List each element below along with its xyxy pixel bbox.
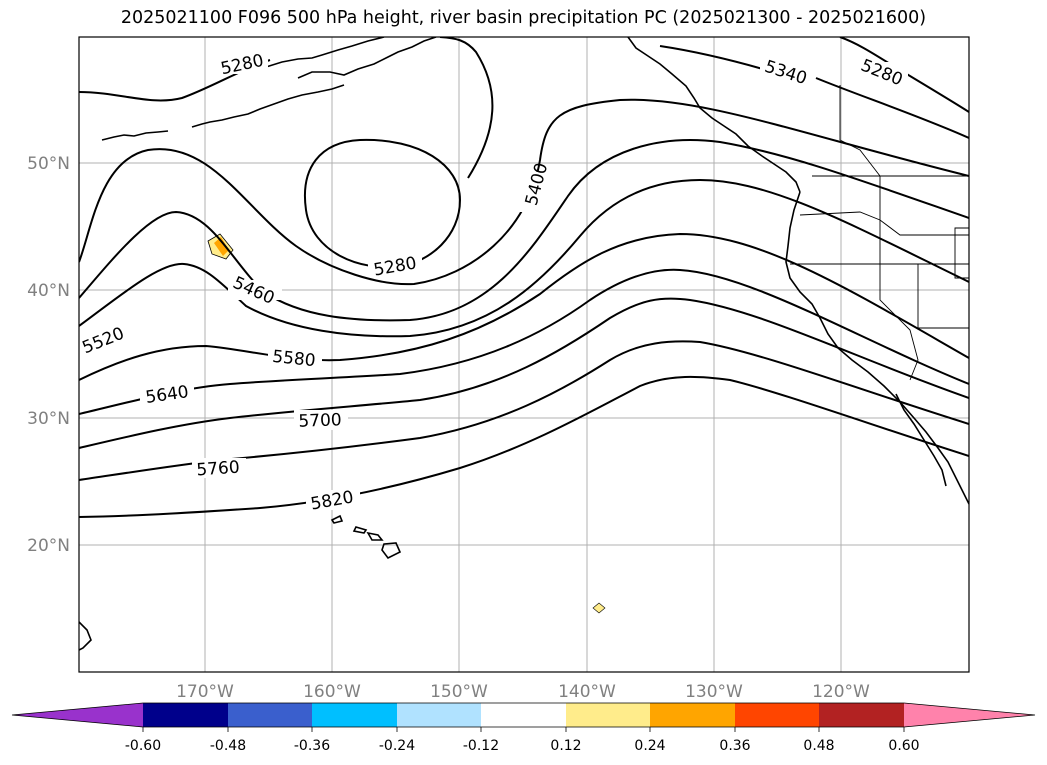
contour-5700 — [79, 297, 969, 449]
contour-5340-east — [815, 77, 969, 139]
colorbar-tick-label: -0.48 — [210, 738, 246, 754]
nevada-border — [917, 264, 969, 329]
lon-label-130w: 130°W — [685, 682, 743, 702]
contour-label-5760: 5760 — [196, 458, 241, 481]
contour-5520 — [79, 178, 969, 338]
utah-box-border — [954, 227, 969, 279]
colorbar-under-arrow — [12, 703, 143, 727]
contour-5280-low — [304, 138, 462, 268]
colorbar-over-arrow — [904, 703, 1035, 727]
california-nevada-border — [879, 264, 919, 381]
contour-5400 — [79, 98, 969, 286]
colorbar-bin-7 — [650, 703, 735, 727]
hawaii-maui — [366, 531, 384, 541]
hawaii-oahu — [352, 526, 368, 534]
contour-label-5520: 5520 — [80, 324, 128, 359]
canada-coast — [627, 37, 801, 193]
colorbar-bin-4 — [397, 703, 481, 727]
lon-label-150w: 150°W — [430, 682, 488, 702]
colorbar-bin-1 — [143, 703, 228, 727]
bc-alberta-border — [839, 85, 881, 177]
lon-label-160w: 160°W — [303, 682, 361, 702]
alaska-peninsula-coast — [297, 37, 437, 79]
contour-label-5580: 5580 — [271, 347, 316, 371]
hawaii-kauai — [330, 514, 344, 524]
washington-oregon-border — [799, 211, 969, 236]
contour-label-5700: 5700 — [298, 410, 342, 431]
colorbar-bin-5 — [481, 703, 566, 727]
lon-label-140w: 140°W — [558, 682, 616, 702]
colorbar-ticks — [142, 727, 905, 732]
contour-label-5280-east: 5280 — [858, 56, 906, 91]
aleutian-islands-east — [191, 84, 345, 128]
colorbar-tick-label: 0.12 — [550, 738, 581, 754]
colorbar-tick-label: 0.24 — [634, 738, 665, 754]
colorbar-bin-2 — [228, 703, 312, 727]
hawaii-big-island — [381, 542, 402, 560]
colorbar-tick-label: -0.36 — [294, 738, 330, 754]
us-west-coast — [785, 191, 969, 505]
colorbar-tick-label: -0.60 — [125, 738, 161, 754]
colorbar-bin-9 — [819, 703, 904, 727]
lat-label-50n: 50°N — [27, 154, 70, 174]
coastlines — [79, 37, 969, 651]
lat-label-20n: 20°N — [27, 536, 70, 556]
contour-label-5340: 5340 — [762, 57, 809, 89]
precip-shade-small — [592, 602, 606, 614]
colorbar-tick-label: 0.48 — [803, 738, 834, 754]
colorbar-tick-label: 0.60 — [888, 738, 919, 754]
lat-axis: 50°N 40°N 30°N 20°N — [27, 154, 70, 556]
contour-5580 — [79, 232, 969, 381]
colorbar-tick-label: -0.12 — [463, 738, 499, 754]
aleutian-islands-west — [101, 130, 169, 141]
west-edge-islands — [79, 621, 92, 651]
precip-shading — [207, 233, 606, 614]
height-contours — [79, 37, 969, 518]
colorbar-tick-label: -0.24 — [379, 738, 415, 754]
precip-shade-strong — [214, 237, 229, 256]
contour-labels: 5280 5340 5280 5400 5280 5460 5520 5580 … — [79, 51, 908, 515]
lon-label-120w: 120°W — [812, 682, 870, 702]
contour-5820 — [79, 375, 969, 518]
lat-label-30n: 30°N — [27, 409, 70, 429]
contour-5280-north-central — [439, 37, 494, 179]
lat-label-40n: 40°N — [27, 281, 70, 301]
contour-label-5460: 5460 — [230, 273, 278, 309]
colorbar: -0.60 -0.48 -0.36 -0.24 -0.12 0.12 0.24 … — [11, 702, 1036, 754]
colorbar-tick-label: 0.36 — [719, 738, 750, 754]
lon-axis: 170°W 160°W 150°W 140°W 130°W 120°W — [176, 682, 870, 702]
colorbar-bin-6 — [566, 703, 650, 727]
state-borders — [790, 85, 969, 381]
map-frame — [78, 36, 970, 673]
baja-california-coast — [895, 393, 947, 487]
colorbar-bin-8 — [735, 703, 819, 727]
gridlines — [79, 37, 969, 672]
lon-label-170w: 170°W — [176, 682, 234, 702]
page-title: 2025021100 F096 500 hPa height, river ba… — [120, 8, 927, 28]
contour-5460 — [79, 139, 969, 322]
colorbar-bin-3 — [312, 703, 397, 727]
contour-5640 — [79, 268, 969, 415]
